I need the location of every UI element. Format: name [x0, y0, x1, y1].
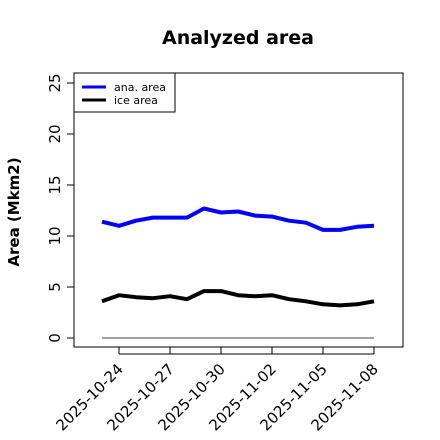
- y-axis-label: Area (Mkm2): [5, 157, 23, 266]
- legend-label-ice-area: ice area: [114, 94, 158, 107]
- series-line-ice-area: [101, 289, 375, 308]
- y-tick-label: 5: [46, 282, 64, 292]
- x-axis: 2025-10-242025-10-272025-10-302025-11-02…: [52, 347, 382, 434]
- series-line-ana-area: [101, 206, 375, 232]
- y-tick-label: 25: [46, 73, 64, 92]
- y-tick-label: 20: [46, 124, 64, 143]
- y-tick-label: 0: [46, 333, 64, 343]
- legend: ana. area ice area: [73, 72, 176, 113]
- legend-box: [73, 72, 176, 113]
- y-axis: 0 5 10 15 20 25: [46, 73, 75, 343]
- y-tick-label: 15: [46, 175, 64, 194]
- y-tick-label: 10: [46, 226, 64, 245]
- series-layer: [101, 206, 375, 339]
- legend-label-ana-area: ana. area: [114, 81, 166, 94]
- chart-title: Analyzed area: [162, 27, 314, 49]
